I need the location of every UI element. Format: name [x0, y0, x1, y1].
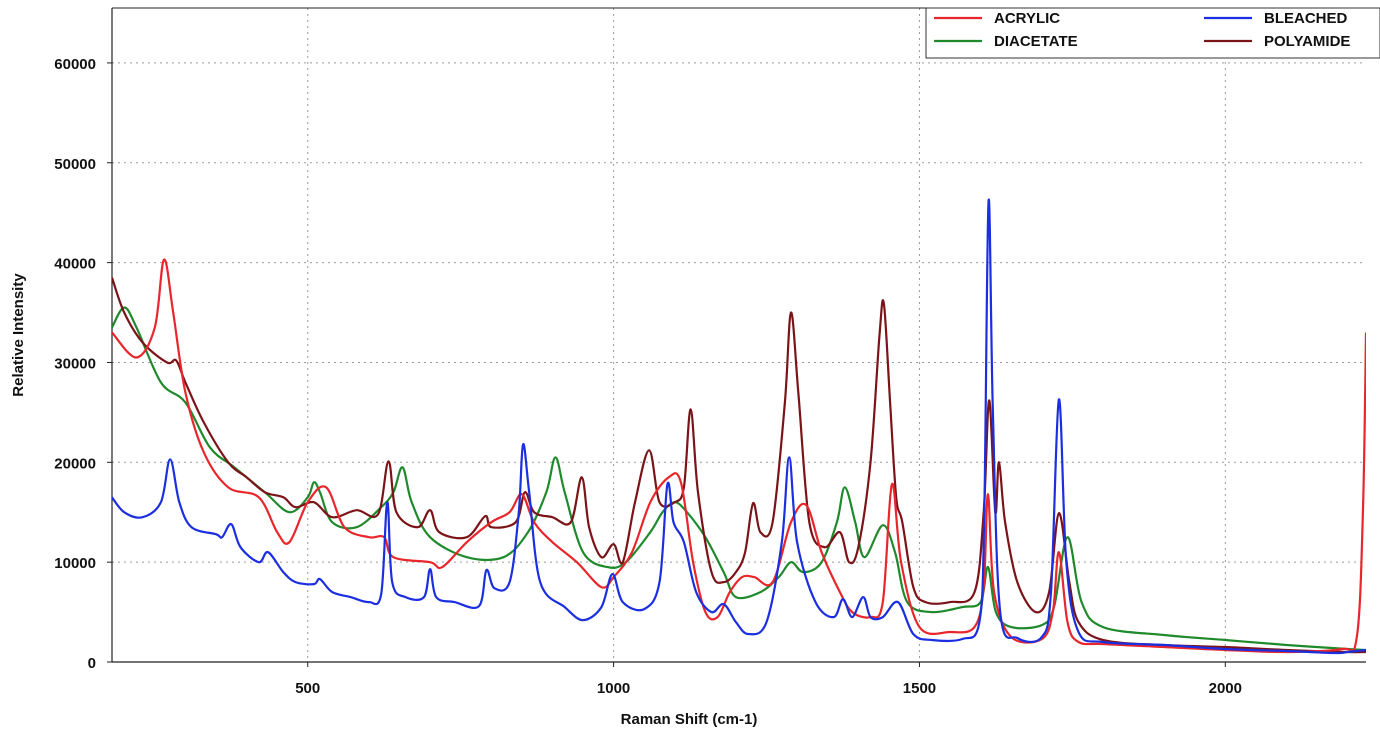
y-tick-label: 50000	[54, 156, 96, 173]
axes	[107, 7, 1366, 667]
x-tick-label: 1000	[597, 680, 630, 697]
grid-lines	[112, 8, 1366, 662]
x-axis-title: Raman Shift (cm-1)	[621, 711, 758, 728]
y-tick-label: 20000	[54, 455, 96, 472]
legend-label-polyamide: POLYAMIDE	[1264, 33, 1350, 50]
series-lines	[112, 198, 1366, 655]
tick-labels: 500 1000 1500 20000100002000030000400005000…	[54, 56, 1242, 697]
x-tick-label: 1500	[903, 680, 936, 697]
y-tick-label: 40000	[54, 256, 96, 273]
y-tick-label: 60000	[54, 56, 96, 73]
legend-box	[925, 7, 1380, 59]
legend-label-bleached: BLEACHED	[1264, 10, 1348, 27]
y-tick-label: 30000	[54, 355, 96, 372]
series-line-polyamide	[112, 277, 1366, 654]
legend-label-acrylic: ACRYLIC	[994, 10, 1060, 27]
y-axis-title: Relative Intensity	[10, 273, 27, 397]
y-tick-label: 10000	[54, 555, 96, 572]
series-line-bleached	[112, 198, 1366, 655]
legend-label-diacetate: DIACETATE	[994, 33, 1078, 50]
legend: ACRYLIC BLEACHED DIACETATE POLYAMIDE	[925, 7, 1380, 59]
series-line-diacetate	[112, 306, 1366, 652]
x-tick-label: 500	[295, 680, 320, 697]
y-tick-label: 0	[88, 655, 96, 672]
x-tick-label: 2000	[1209, 680, 1242, 697]
series-line-acrylic	[112, 258, 1366, 654]
